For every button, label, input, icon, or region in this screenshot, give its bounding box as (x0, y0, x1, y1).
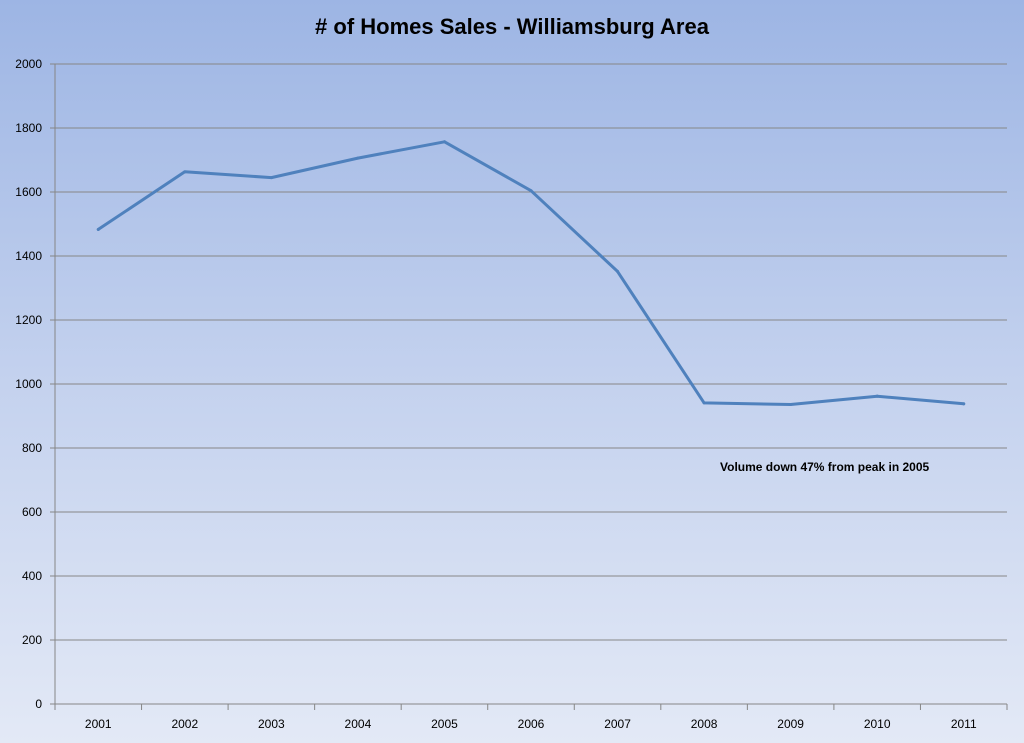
y-tick-label-400: 400 (22, 569, 42, 583)
series-line-0 (96, 140, 966, 406)
data-point-2005 (442, 140, 446, 144)
x-tick-label-2007: 2007 (604, 717, 631, 731)
data-point-2011 (962, 402, 966, 406)
y-tick-label-2000: 2000 (15, 57, 42, 71)
data-point-2008 (702, 401, 706, 405)
data-point-2006 (529, 189, 533, 193)
x-tick-label-2008: 2008 (691, 717, 718, 731)
y-tick-label-200: 200 (22, 633, 42, 647)
x-tick-label-2004: 2004 (345, 717, 372, 731)
y-tick-label-1000: 1000 (15, 377, 42, 391)
y-tick-label-1400: 1400 (15, 249, 42, 263)
y-tick-label-1200: 1200 (15, 313, 42, 327)
y-tick-label-0: 0 (35, 697, 42, 711)
data-point-2001 (96, 227, 100, 231)
data-point-2009 (789, 402, 793, 406)
y-tick-label-1600: 1600 (15, 185, 42, 199)
x-tick-label-2010: 2010 (864, 717, 891, 731)
data-point-2007 (616, 269, 620, 273)
y-tick-label-1800: 1800 (15, 121, 42, 135)
x-tick-label-2009: 2009 (777, 717, 804, 731)
data-point-2004 (356, 156, 360, 160)
x-tick-label-2001: 2001 (85, 717, 112, 731)
x-tick-label-2003: 2003 (258, 717, 285, 731)
annotation-text: Volume down 47% from peak in 2005 (720, 460, 930, 474)
x-tick-label-2006: 2006 (518, 717, 545, 731)
data-point-2010 (875, 394, 879, 398)
y-tick-label-600: 600 (22, 505, 42, 519)
x-tick-label-2011: 2011 (951, 717, 977, 731)
data-point-2003 (269, 176, 273, 180)
y-tick-label-800: 800 (22, 441, 42, 455)
x-tick-label-2002: 2002 (171, 717, 198, 731)
chart-title: # of Homes Sales - Williamsburg Area (315, 14, 709, 39)
data-point-2002 (183, 170, 187, 174)
x-tick-label-2005: 2005 (431, 717, 458, 731)
